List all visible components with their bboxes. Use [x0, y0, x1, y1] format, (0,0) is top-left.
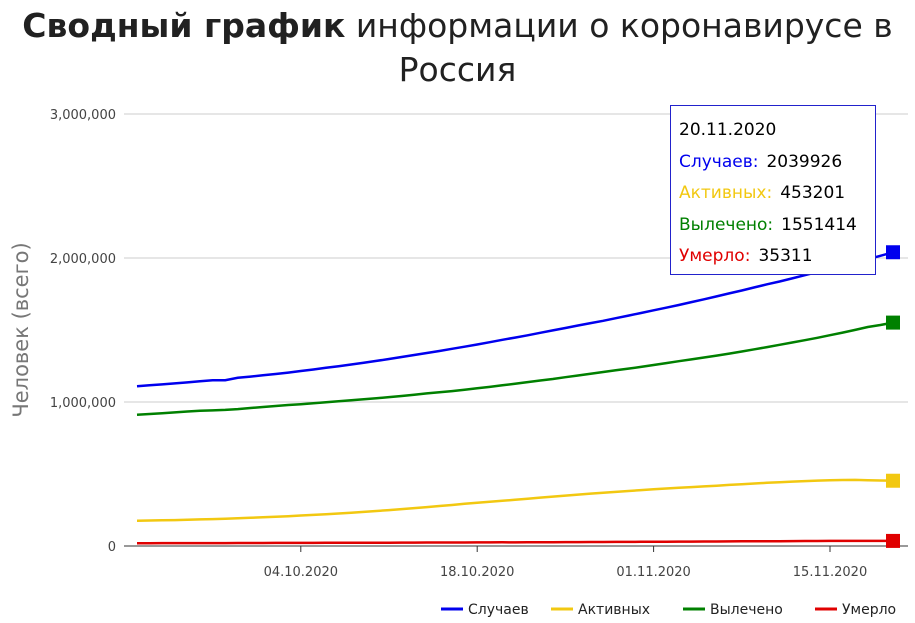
tooltip-label-recovered: Вылечено:: [679, 214, 774, 235]
chart-title-bold: Сводный график: [22, 6, 346, 45]
chart-title-rest: информации о коронавирусе в Россия: [345, 6, 893, 89]
legend-label-0: Случаев: [468, 602, 529, 618]
x-tick-label: 15.11.2020: [793, 565, 867, 580]
tooltip-value-cases: 2039926: [766, 151, 843, 172]
tooltip-row-active: Активных: 453201: [679, 179, 867, 211]
y-axis-label: Человек (всего): [9, 242, 33, 417]
series-end-marker-0: [886, 245, 900, 260]
x-axis-ticks: 04.10.2020 18.10.2020 01.11.2020 15.11.2020: [264, 546, 867, 580]
x-tick-label: 01.11.2020: [616, 565, 690, 580]
tooltip-value-recovered: 1551414: [781, 214, 857, 235]
tooltip: 20.11.2020 Случаев: 2039926 Активных: 4532…: [670, 105, 876, 275]
tooltip-row-cases: Случаев: 2039926: [679, 148, 867, 180]
y-tick-label: 2,000,000: [50, 252, 116, 267]
y-tick-label: 0: [108, 540, 116, 555]
tooltip-row-deaths: Умерло: 35311: [679, 242, 867, 274]
series-end-marker-1: [886, 473, 900, 488]
series-line-0: [136, 251, 894, 388]
tooltip-row-recovered: Вылечено: 1551414: [679, 211, 867, 243]
y-tick-label: 3,000,000: [50, 108, 116, 123]
legend: Случаев Активных Вылечено Умерло: [441, 602, 896, 618]
x-tick-label: 04.10.2020: [264, 565, 338, 580]
x-tick-label: 18.10.2020: [440, 565, 514, 580]
y-tick-label: 1,000,000: [50, 396, 116, 411]
series-end-marker-2: [886, 315, 900, 330]
y-axis-ticks: 3,000,000 2,000,000 1,000,000 0: [50, 108, 116, 555]
series-end-marker-3: [886, 533, 900, 548]
tooltip-date: 20.11.2020: [679, 120, 777, 140]
series-group: [136, 245, 900, 548]
series-line-1: [136, 478, 894, 522]
tooltip-value-active: 453201: [780, 183, 846, 203]
tooltip-label-cases: Случаев:: [679, 151, 759, 172]
series-line-3: [137, 539, 893, 545]
legend-label-3: Умерло: [842, 602, 896, 618]
legend-label-2: Вылечено: [710, 602, 783, 618]
tooltip-label-deaths: Умерло:: [679, 246, 751, 266]
tooltip-value-deaths: 35311: [758, 246, 813, 266]
tooltip-label-active: Активных:: [679, 183, 773, 203]
series-line-2: [136, 321, 894, 416]
legend-label-1: Активных: [578, 602, 650, 618]
chart-title: Сводный график информации о коронавирусе…: [0, 4, 915, 92]
